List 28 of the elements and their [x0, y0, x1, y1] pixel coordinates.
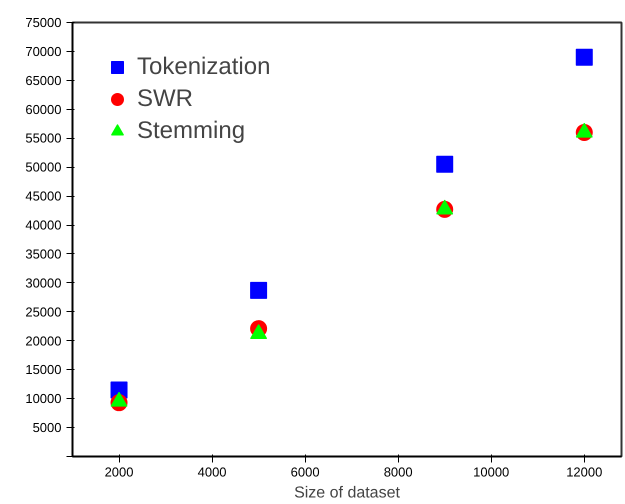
x-tick-label: 6000 [290, 464, 320, 480]
legend-label: SWR [137, 85, 193, 113]
legend-label: Tokenization [137, 53, 270, 81]
y-tick-label: 45000 [25, 188, 62, 204]
y-tick-label: 70000 [25, 44, 62, 59]
y-tick-label: 55000 [25, 130, 62, 146]
x-tick-label: 4000 [198, 464, 227, 480]
x-tick-label: 10000 [473, 464, 510, 480]
y-tick-label: 50000 [25, 160, 62, 175]
x-tick-label: 12000 [566, 464, 602, 480]
point [250, 282, 268, 299]
x-tick-label: 8000 [384, 464, 413, 480]
point [436, 156, 454, 173]
y-tick-label: 75000 [25, 15, 62, 30]
x-axis-title: Size of dataset [294, 484, 400, 502]
legend-label: Stemming [137, 117, 246, 145]
y-tick-label: 15000 [25, 362, 62, 378]
point [576, 48, 593, 66]
y-tick-label: 40000 [25, 218, 62, 233]
y-tick-label: 35000 [25, 246, 62, 262]
y-tick-label: 65000 [25, 72, 62, 88]
y-tick-label: 60000 [25, 102, 62, 117]
y-tick-label: 10000 [25, 391, 62, 406]
y-tick-label: 25000 [25, 304, 62, 320]
y-tick-label: 30000 [25, 275, 62, 290]
x-tick-label: 2000 [104, 464, 134, 480]
y-tick-label: 5000 [32, 420, 62, 436]
y-tick-label: 20000 [25, 333, 62, 348]
